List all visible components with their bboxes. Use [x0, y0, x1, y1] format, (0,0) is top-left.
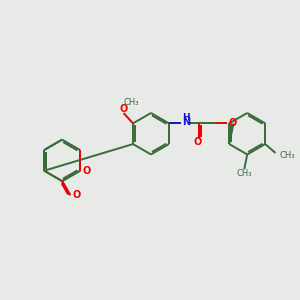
Text: O: O: [119, 103, 128, 113]
Text: O: O: [229, 118, 237, 128]
Text: CH₃: CH₃: [236, 169, 252, 178]
Text: H: H: [182, 113, 190, 122]
Text: CH₃: CH₃: [280, 151, 296, 160]
Text: O: O: [82, 166, 90, 176]
Text: O: O: [194, 137, 202, 147]
Text: O: O: [72, 190, 80, 200]
Text: N: N: [182, 118, 190, 128]
Text: CH₃: CH₃: [124, 98, 139, 106]
